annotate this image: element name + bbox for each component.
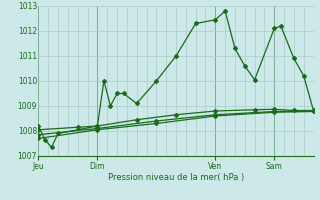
X-axis label: Pression niveau de la mer( hPa ): Pression niveau de la mer( hPa ): [108, 173, 244, 182]
